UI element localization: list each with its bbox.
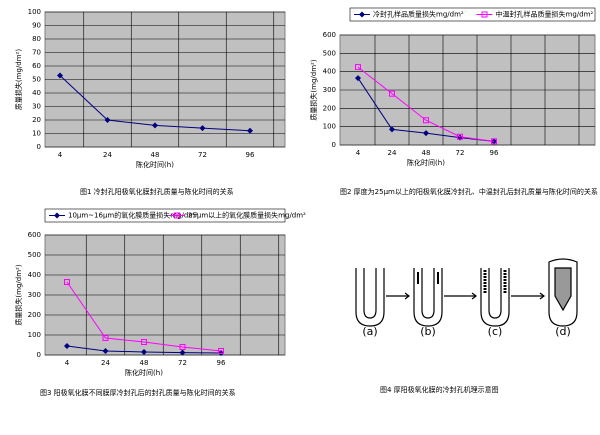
y-tick-label: 200 (28, 311, 41, 319)
y-tick-label: 0 (332, 141, 336, 149)
y-axis-label: 质量损失(mg/dm²) (14, 49, 23, 110)
point (457, 133, 463, 140)
x-tick-label: 4 (65, 359, 70, 367)
y-tick-label: 0 (37, 143, 41, 151)
point (247, 127, 253, 134)
point (104, 117, 111, 123)
point (102, 335, 109, 341)
point (64, 343, 70, 349)
x-tick-label: 48 (422, 149, 431, 157)
legend (44, 208, 286, 223)
diagram-label: (b) (420, 325, 436, 338)
legend-label: 中温封孔样品质量损失mg/dm² (496, 10, 594, 19)
point (152, 122, 158, 129)
diagram-label: (c) (488, 325, 503, 338)
x-tick-label: 4 (356, 149, 361, 157)
u-fill (554, 267, 572, 312)
y-tick-label: 200 (323, 104, 336, 112)
y-tick-label: 600 (28, 231, 41, 239)
point (423, 130, 429, 137)
u-shape (413, 268, 443, 327)
point (102, 348, 109, 354)
y-tick-label: 0 (37, 351, 41, 359)
y-tick-label: 100 (28, 331, 41, 339)
x-tick-label: 72 (198, 151, 207, 159)
caption: 图3 阳极氧化膜不同膜厚冷封孔后的封孔质量与陈化时间的关系 (40, 388, 236, 397)
diagram-label: (d) (555, 325, 571, 338)
y-tick-label: 40 (32, 89, 41, 97)
point (141, 339, 147, 345)
legend-marker (481, 11, 488, 18)
legend-label: 25μm以上的氧化膜质量损失mg/dm² (188, 211, 306, 220)
x-tick-label: 48 (151, 151, 160, 159)
y-tick-label: 500 (323, 49, 336, 57)
series-line (66, 281, 222, 352)
y-tick-label: 30 (32, 103, 41, 111)
y-axis-label: 质量损失(mg/dm²) (309, 59, 318, 120)
point (57, 72, 63, 79)
y-tick-label: 10 (32, 130, 41, 138)
y-tick-label: 50 (32, 76, 41, 84)
point (179, 349, 186, 356)
diagram-label: (a) (362, 325, 377, 338)
u-shape (480, 268, 510, 327)
diagram (355, 258, 578, 327)
y-tick-label: 500 (28, 251, 41, 259)
y-tick-label: 80 (32, 35, 41, 43)
x-tick-label: 24 (388, 149, 397, 157)
y-tick-label: 20 (32, 116, 41, 124)
point (389, 126, 395, 133)
x-tick-label: 72 (456, 149, 465, 157)
point (64, 279, 70, 285)
x-axis-label: 陈化时间(h) (136, 160, 174, 169)
u-detail (417, 272, 439, 284)
y-tick-label: 60 (32, 62, 41, 70)
x-tick-label: 96 (246, 151, 255, 159)
y-tick-label: 600 (323, 31, 336, 39)
y-tick-label: 100 (28, 8, 41, 16)
point (218, 348, 224, 354)
point (355, 75, 361, 82)
u-shape (355, 268, 385, 327)
u-detail (483, 270, 507, 294)
y-axis-label: 质量损失(mg/dm²) (14, 264, 23, 325)
legend-label: 冷封孔样品质量损失mg/dm² (373, 10, 464, 19)
point (423, 117, 429, 124)
point (491, 138, 497, 145)
y-tick-label: 400 (28, 271, 41, 279)
y-tick-label: 300 (323, 86, 336, 94)
legend-marker (54, 212, 60, 219)
u-shape (548, 258, 578, 327)
point (199, 125, 206, 132)
x-tick-label: 4 (58, 151, 63, 159)
point (389, 90, 395, 97)
x-axis-label: 陈化时间(h) (407, 158, 445, 167)
caption: 图2 厚度为25μm以上的阳极氧化膜冷封孔、中温封孔后封孔质量与陈化时间的关系 (340, 187, 598, 196)
x-axis-label: 陈化时间(h) (125, 368, 163, 377)
x-tick-label: 96 (217, 359, 226, 367)
y-tick-label: 100 (323, 123, 336, 131)
x-tick-label: 24 (103, 151, 112, 159)
y-tick-label: 400 (323, 68, 336, 76)
legend-marker (174, 212, 180, 219)
x-tick-label: 48 (140, 359, 149, 367)
x-tick-label: 24 (101, 359, 110, 367)
arrow-head (404, 292, 545, 300)
point (179, 344, 186, 350)
x-tick-label: 96 (490, 149, 499, 157)
y-tick-label: 300 (28, 291, 41, 299)
legend-label: 10μm~16μm的氧化膜质量损失mg/dm² (68, 211, 198, 220)
point (141, 349, 147, 355)
legend (349, 7, 596, 22)
point (355, 64, 361, 71)
x-tick-label: 72 (178, 359, 187, 367)
series-line (357, 66, 495, 142)
legend-marker (359, 11, 365, 18)
y-tick-label: 90 (32, 22, 41, 30)
y-tick-label: 70 (32, 49, 41, 57)
diagram-caption: 图4 厚阳极氧化膜的冷封孔机理示意图 (380, 385, 499, 394)
caption: 图1 冷封孔阳极氧化膜封孔质量与陈化时间的关系 (80, 187, 234, 196)
